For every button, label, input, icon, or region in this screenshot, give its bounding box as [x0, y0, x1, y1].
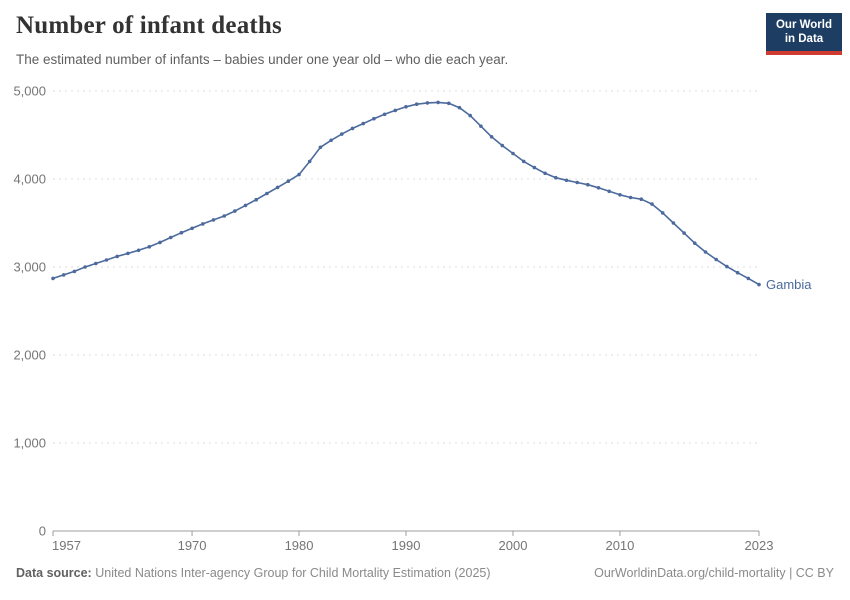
data-point-marker: [682, 231, 686, 235]
page-title: Number of infant deaths: [16, 12, 282, 39]
data-point-marker: [414, 102, 419, 106]
data-point-marker: [382, 112, 387, 117]
credit-link[interactable]: OurWorldinData.org/child-mortality | CC …: [594, 566, 834, 580]
data-point-marker: [725, 264, 729, 269]
data-point-marker: [158, 240, 162, 245]
data-point-marker: [660, 211, 665, 215]
series-line-gambia[interactable]: [52, 101, 760, 286]
data-point-marker: [329, 138, 333, 143]
data-point-marker: [275, 185, 280, 190]
data-point-marker: [543, 171, 547, 176]
x-tick-label: 1970: [178, 538, 207, 553]
data-point-marker: [211, 218, 216, 222]
data-point-marker: [425, 101, 430, 105]
data-point-marker: [693, 241, 697, 245]
data-point-marker: [393, 108, 398, 113]
owid-logo[interactable]: Our World in Data: [766, 13, 842, 55]
owid-logo-line2: in Data: [784, 33, 824, 46]
x-tick-label: 1980: [285, 538, 314, 553]
data-point-marker: [628, 195, 633, 200]
data-point-marker: [735, 270, 740, 275]
data-point-marker: [671, 221, 676, 225]
data-point-marker: [596, 186, 601, 190]
data-point-marker: [650, 202, 654, 206]
data-point-marker: [586, 182, 590, 187]
x-tick-label: 1990: [392, 538, 421, 553]
x-tick-label: 2000: [499, 538, 528, 553]
data-point-marker: [479, 124, 483, 128]
data-point-marker: [532, 165, 537, 170]
data-point-marker: [222, 214, 226, 218]
data-point-marker: [511, 151, 515, 156]
data-point-marker: [521, 159, 526, 164]
data-point-marker: [318, 145, 323, 150]
y-tick-label: 2,000: [13, 348, 46, 363]
data-point-marker: [104, 258, 109, 262]
data-point-marker: [340, 132, 344, 136]
data-point-marker: [265, 191, 269, 196]
data-point-marker: [72, 269, 77, 274]
data-point-marker: [286, 179, 291, 183]
data-point-marker: [350, 126, 355, 131]
data-point-marker: [243, 203, 248, 208]
y-tick-label: 1,000: [13, 436, 46, 451]
data-point-marker: [489, 135, 494, 139]
x-tick-label: 1957: [52, 538, 81, 553]
data-point-marker: [436, 100, 440, 105]
data-point-marker: [147, 245, 152, 249]
data-point-marker: [575, 180, 579, 185]
data-point-marker: [500, 143, 505, 148]
data-source: Data source: United Nations Inter-agency…: [16, 566, 491, 580]
data-point-marker: [297, 172, 301, 177]
data-point-marker: [201, 222, 205, 226]
data-source-text: United Nations Inter-agency Group for Ch…: [95, 566, 491, 580]
data-point-marker: [639, 197, 644, 201]
data-point-marker: [190, 226, 194, 231]
data-point-marker: [757, 282, 761, 287]
data-source-label: Data source:: [16, 566, 92, 580]
data-point-marker: [468, 113, 473, 118]
data-point-marker: [714, 257, 718, 262]
y-tick-label: 0: [39, 524, 46, 539]
data-point-marker: [168, 235, 173, 240]
data-point-marker: [136, 248, 141, 253]
data-point-marker: [179, 230, 184, 235]
x-tick-label: 2023: [745, 538, 774, 553]
data-point-marker: [307, 159, 312, 164]
data-point-marker: [115, 254, 119, 259]
data-point-marker: [447, 101, 451, 106]
y-tick-label: 3,000: [13, 260, 46, 275]
data-point-marker: [703, 250, 708, 254]
chart-footer: Data source: United Nations Inter-agency…: [16, 566, 834, 580]
data-point-marker: [83, 265, 87, 269]
data-point-marker: [746, 276, 751, 281]
y-tick-label: 5,000: [13, 84, 46, 99]
data-point-marker: [361, 121, 366, 126]
chart-subtitle: The estimated number of infants – babies…: [16, 52, 509, 67]
data-point-marker: [607, 189, 611, 194]
data-point-marker: [372, 116, 376, 121]
data-point-marker: [233, 209, 237, 213]
data-point-marker: [554, 175, 558, 180]
x-tick-label: 2010: [605, 538, 634, 553]
series-label-gambia[interactable]: Gambia: [766, 277, 812, 292]
data-point-marker: [404, 105, 408, 109]
y-tick-label: 4,000: [13, 172, 46, 187]
data-point-marker: [51, 276, 55, 281]
data-point-marker: [126, 251, 130, 256]
data-point-marker: [564, 178, 569, 183]
owid-logo-line1: Our World: [775, 19, 832, 31]
data-point-marker: [254, 197, 258, 202]
data-point-marker: [457, 105, 462, 110]
data-point-marker: [94, 261, 98, 266]
data-point-marker: [618, 193, 622, 197]
data-point-marker: [61, 273, 66, 277]
